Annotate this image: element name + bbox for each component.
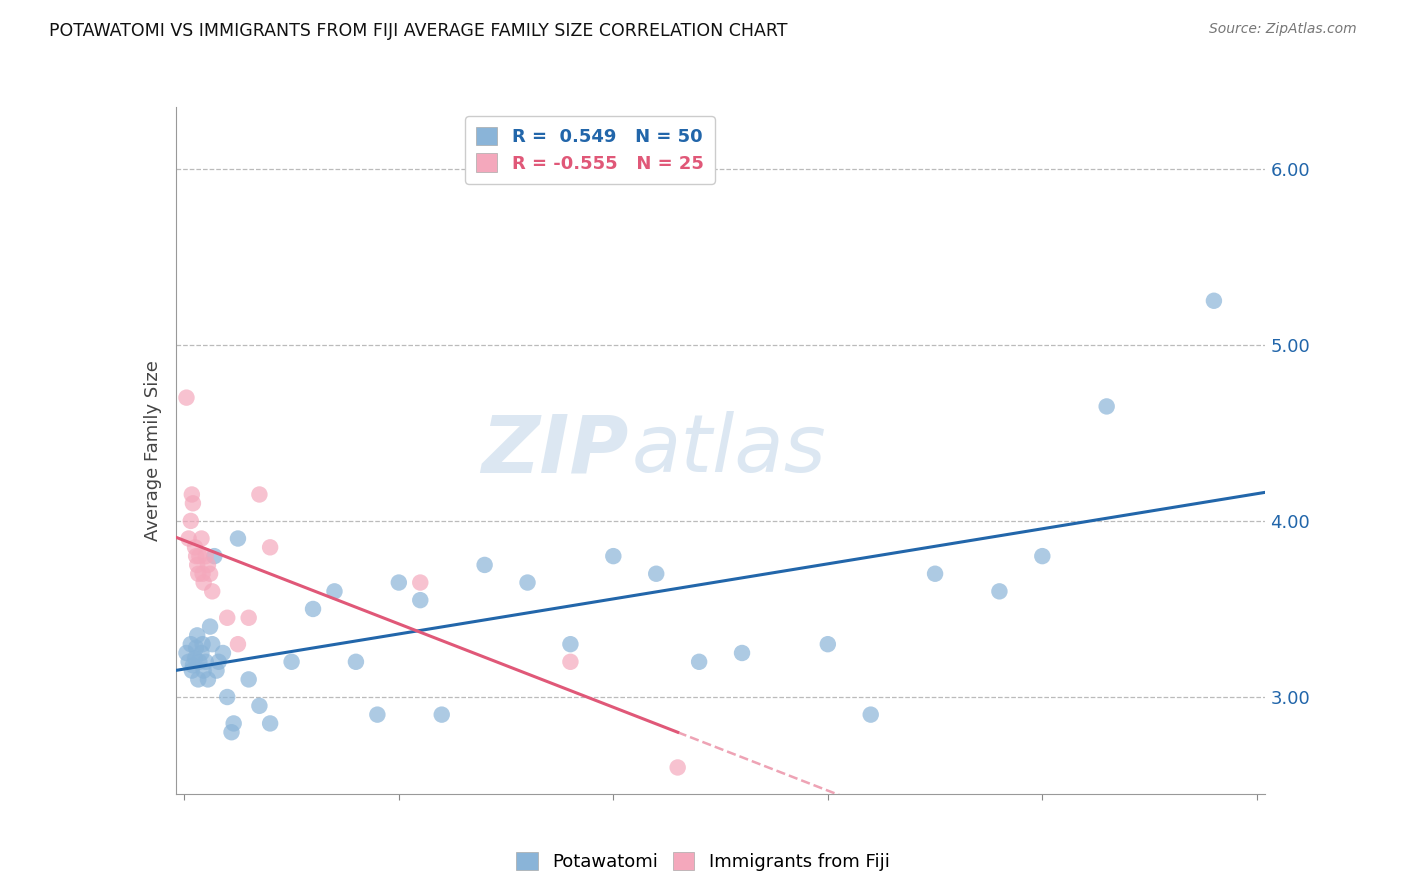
Point [177, 532, 200, 546]
Point [176, 646, 198, 660]
Point [212, 646, 235, 660]
Point [1202, 293, 1225, 308]
Point [176, 391, 198, 405]
Point [217, 611, 239, 625]
Point [388, 575, 411, 590]
Point [238, 673, 260, 687]
Text: Source: ZipAtlas.com: Source: ZipAtlas.com [1209, 22, 1357, 37]
Legend: Potawatomi, Immigrants from Fiji: Potawatomi, Immigrants from Fiji [509, 845, 897, 879]
Point [859, 707, 882, 722]
Point [202, 549, 225, 563]
Point [302, 602, 325, 616]
Point [602, 549, 624, 563]
Point [184, 640, 207, 655]
Point [409, 593, 432, 607]
Point [409, 575, 432, 590]
Point [208, 655, 231, 669]
Point [924, 566, 946, 581]
Point [180, 637, 202, 651]
Point [198, 619, 221, 633]
Point [217, 690, 239, 704]
Legend: R =  0.549   N = 50, R = -0.555   N = 25: R = 0.549 N = 50, R = -0.555 N = 25 [465, 116, 714, 184]
Point [193, 575, 215, 590]
Point [193, 664, 215, 678]
Point [190, 532, 212, 546]
Point [259, 716, 281, 731]
Point [226, 532, 249, 546]
Point [222, 716, 245, 731]
Point [201, 637, 224, 651]
Point [238, 611, 260, 625]
Point [560, 655, 582, 669]
Point [247, 487, 270, 501]
Point [516, 575, 538, 590]
Point [177, 655, 200, 669]
Point [188, 549, 211, 563]
Text: POTAWATOMI VS IMMIGRANTS FROM FIJI AVERAGE FAMILY SIZE CORRELATION CHART: POTAWATOMI VS IMMIGRANTS FROM FIJI AVERA… [49, 22, 787, 40]
Point [188, 655, 211, 669]
Point [184, 549, 207, 563]
Point [1095, 400, 1118, 414]
Point [221, 725, 243, 739]
Point [259, 541, 281, 555]
Text: atlas: atlas [631, 411, 825, 490]
Point [688, 655, 710, 669]
Point [988, 584, 1011, 599]
Point [180, 664, 202, 678]
Point [187, 566, 209, 581]
Point [366, 707, 388, 722]
Point [184, 541, 207, 555]
Point [645, 566, 668, 581]
Point [194, 549, 217, 563]
Point [184, 651, 207, 665]
Point [186, 558, 208, 572]
Point [197, 558, 219, 572]
Point [247, 698, 270, 713]
Point [180, 487, 202, 501]
Point [181, 496, 204, 510]
Point [180, 514, 202, 528]
Point [191, 637, 214, 651]
Point [226, 637, 249, 651]
Point [344, 655, 367, 669]
Point [190, 646, 212, 660]
Point [280, 655, 302, 669]
Point [205, 664, 228, 678]
Point [817, 637, 839, 651]
Point [186, 628, 208, 642]
Point [474, 558, 496, 572]
Point [430, 707, 453, 722]
Point [198, 566, 221, 581]
Point [181, 658, 204, 673]
Point [191, 566, 214, 581]
Point [731, 646, 754, 660]
Y-axis label: Average Family Size: Average Family Size [143, 360, 162, 541]
Point [323, 584, 346, 599]
Point [1031, 549, 1053, 563]
Point [194, 655, 217, 669]
Point [187, 673, 209, 687]
Text: ZIP: ZIP [481, 411, 628, 490]
Point [560, 637, 582, 651]
Point [201, 584, 224, 599]
Point [197, 673, 219, 687]
Point [666, 760, 689, 774]
